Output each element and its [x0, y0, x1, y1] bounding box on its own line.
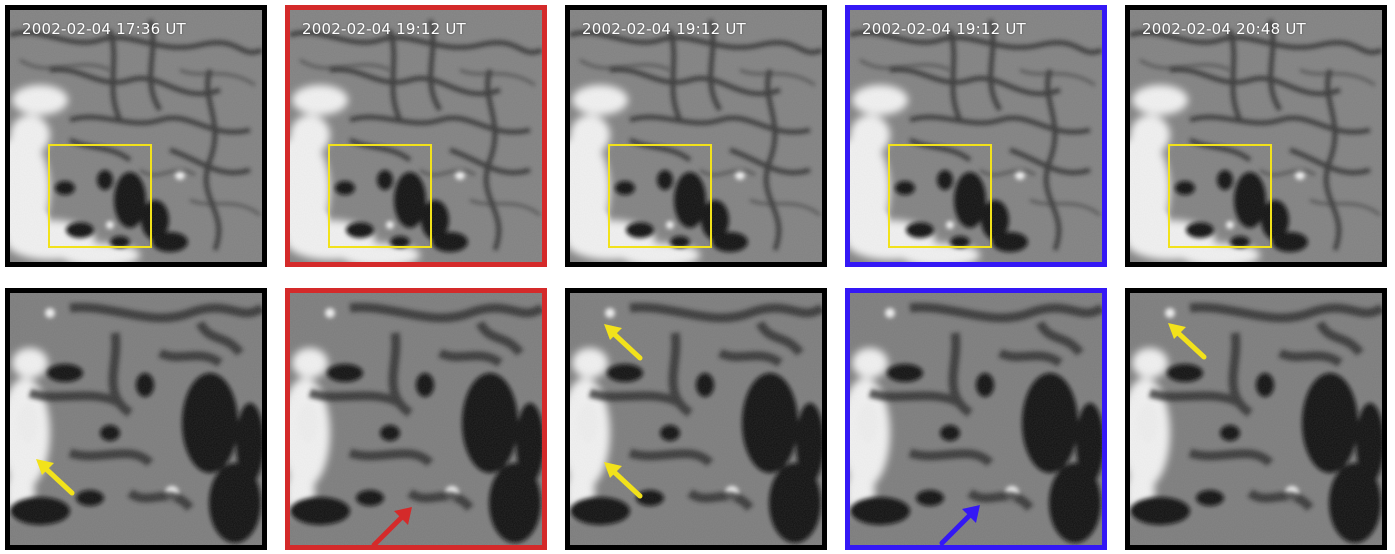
zoom-panel-3 — [565, 288, 827, 550]
zoom-panel-4 — [845, 288, 1107, 550]
overview-panel-5: 2002-02-04 20:48 UT — [1125, 5, 1387, 267]
arrow-icon — [32, 453, 80, 501]
zoom-panel-5 — [1125, 288, 1387, 550]
arrow-icon — [936, 501, 984, 549]
region-of-interest-box — [608, 144, 712, 248]
arrow-icon — [368, 503, 416, 550]
overview-panel-1: 2002-02-04 17:36 UT — [5, 5, 267, 267]
region-of-interest-box — [1168, 144, 1272, 248]
zoom-panel-1 — [5, 288, 267, 550]
overview-panel-3: 2002-02-04 19:12 UT — [565, 5, 827, 267]
arrow-icon — [1164, 317, 1212, 365]
magnetogram-zoom-image — [290, 293, 542, 545]
region-of-interest-box — [48, 144, 152, 248]
zoom-panel-2 — [285, 288, 547, 550]
overview-panel-2: 2002-02-04 19:12 UT — [285, 5, 547, 267]
arrow-icon — [600, 318, 648, 366]
overview-panel-4: 2002-02-04 19:12 UT — [845, 5, 1107, 267]
arrow-icon — [600, 456, 648, 504]
region-of-interest-box — [888, 144, 992, 248]
region-of-interest-box — [328, 144, 432, 248]
magnetogram-zoom-image — [10, 293, 262, 545]
